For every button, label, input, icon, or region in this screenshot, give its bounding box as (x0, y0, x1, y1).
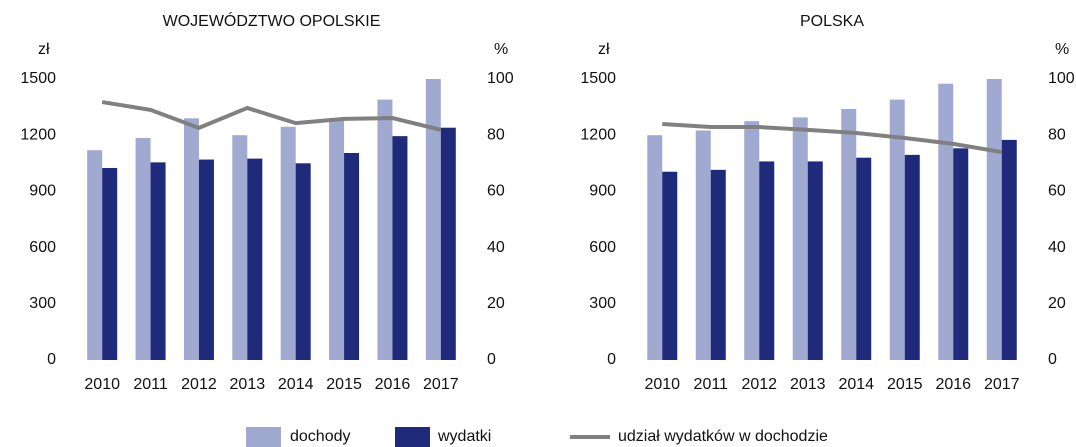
x-tick-label: 2015 (887, 376, 923, 393)
bar (938, 83, 954, 360)
y-tick-label: 300 (589, 295, 616, 312)
bar (232, 135, 248, 360)
y-tick-label: 600 (589, 239, 616, 256)
bar (710, 169, 726, 360)
y2-tick-label: 60 (1048, 183, 1066, 200)
x-tick-label: 2011 (694, 376, 729, 393)
y-tick-label: 900 (589, 183, 616, 200)
bar (759, 161, 775, 360)
y2-tick-label: 20 (487, 295, 505, 312)
bar (904, 154, 920, 360)
legend-label: udział wydatków w dochodzie (618, 428, 828, 445)
bar (744, 121, 760, 361)
y-tick-label: 600 (29, 239, 56, 256)
x-tick-label: 2017 (984, 376, 1020, 393)
x-tick-label: 2015 (326, 376, 362, 393)
bar (440, 127, 456, 360)
x-tick-label: 2012 (741, 376, 777, 393)
y-tick-label: 1200 (20, 126, 56, 143)
bar (198, 159, 214, 360)
bar (295, 163, 311, 360)
x-tick-label: 2016 (375, 376, 411, 393)
y2-tick-label: 80 (487, 126, 505, 143)
bar (247, 158, 263, 360)
x-tick-label: 2013 (790, 376, 826, 393)
y-tick-label: 300 (29, 295, 56, 312)
bar (986, 79, 1002, 360)
bar (856, 157, 872, 360)
bar (87, 150, 103, 360)
legend-swatch (395, 427, 430, 447)
y2-tick-label: 40 (487, 239, 505, 256)
y2-tick-label: 100 (1048, 70, 1075, 87)
bar (647, 135, 663, 360)
x-tick-label: 2014 (838, 376, 874, 393)
y-axis-label: zł (38, 41, 50, 58)
y-tick-label: 1500 (20, 70, 56, 87)
y-tick-label: 1200 (580, 126, 616, 143)
y2-tick-label: 100 (487, 70, 514, 87)
bar (841, 108, 857, 361)
line (662, 121, 1003, 155)
bar (280, 126, 296, 361)
y-tick-label: 0 (47, 351, 56, 368)
bar (662, 171, 678, 360)
chart-title: POLSKA (800, 13, 864, 30)
y-axis-label: zł (598, 41, 610, 58)
x-tick-label: 2016 (935, 376, 971, 393)
x-tick-label: 2014 (278, 376, 314, 393)
y2-tick-label: 0 (1048, 351, 1057, 368)
legend-label: wydatki (437, 428, 491, 445)
y2-tick-label: 0 (487, 351, 496, 368)
y-tick-label: 1500 (580, 70, 616, 87)
bar (953, 148, 969, 360)
x-tick-label: 2010 (84, 376, 120, 393)
y2-tick-label: 80 (1048, 126, 1066, 143)
y2-axis-label: % (1055, 41, 1069, 58)
bar (135, 138, 151, 360)
chart-title: WOJEWÓDZTWO OPOLSKIE (163, 11, 381, 30)
x-tick-label: 2010 (644, 376, 680, 393)
y2-tick-label: 40 (1048, 239, 1066, 256)
y2-tick-label: 20 (1048, 295, 1066, 312)
bar (792, 117, 808, 360)
y-tick-label: 900 (29, 183, 56, 200)
bar (392, 136, 408, 360)
bar (329, 120, 345, 360)
y-tick-label: 0 (607, 351, 616, 368)
y2-tick-label: 60 (487, 183, 505, 200)
bar (102, 167, 118, 360)
bar (344, 152, 360, 360)
bar (425, 79, 441, 360)
bar (695, 130, 711, 360)
x-tick-label: 2013 (230, 376, 266, 393)
bar (889, 99, 905, 361)
bar (150, 162, 166, 360)
bar (1001, 139, 1017, 360)
x-tick-label: 2012 (181, 376, 217, 393)
x-tick-label: 2011 (133, 376, 168, 393)
legend-label: dochody (290, 428, 351, 445)
bar (377, 99, 393, 361)
x-tick-label: 2017 (423, 376, 459, 393)
bar (183, 118, 199, 360)
legend-swatch (246, 427, 281, 447)
bar (807, 161, 823, 360)
y2-axis-label: % (494, 41, 508, 58)
line (101, 100, 442, 132)
